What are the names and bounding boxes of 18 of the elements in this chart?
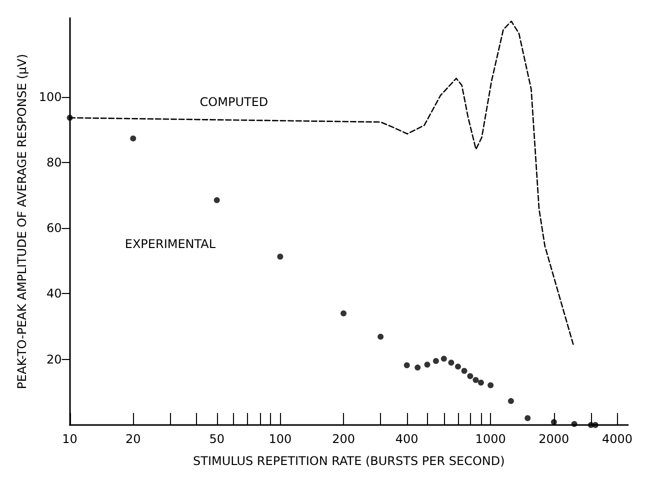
- x-tick-label: 50: [209, 432, 224, 446]
- y-tick-label: 100: [38, 90, 62, 104]
- x-tick-label: 10: [62, 432, 78, 446]
- x-tick-label: 4000: [602, 432, 633, 446]
- y-tick-label: 60: [46, 221, 62, 236]
- y-tick-label: 80: [46, 155, 62, 170]
- x-tick-label: 20: [125, 432, 141, 446]
- x-tick-label: 400: [395, 432, 418, 446]
- x-tick-label: 2000: [538, 432, 570, 446]
- x-tick-label: 100: [268, 432, 292, 446]
- y-tick-label: 40: [46, 286, 62, 301]
- y-axis-title: PEAK-TO-PEAK AMPLITUDE OF AVERAGE RESPONSE (μV): [15, 54, 29, 390]
- series-label: COMPUTED: [200, 94, 268, 109]
- x-tick-label: 200: [332, 432, 355, 446]
- x-tick-label: 1000: [475, 432, 506, 446]
- y-tick-label: 20: [46, 352, 62, 366]
- text: EXPERIMENTAL: [124, 237, 216, 252]
- x-axis-title: STIMULUS REPETITION RATE (BURSTS PER SECOND): [192, 454, 505, 468]
